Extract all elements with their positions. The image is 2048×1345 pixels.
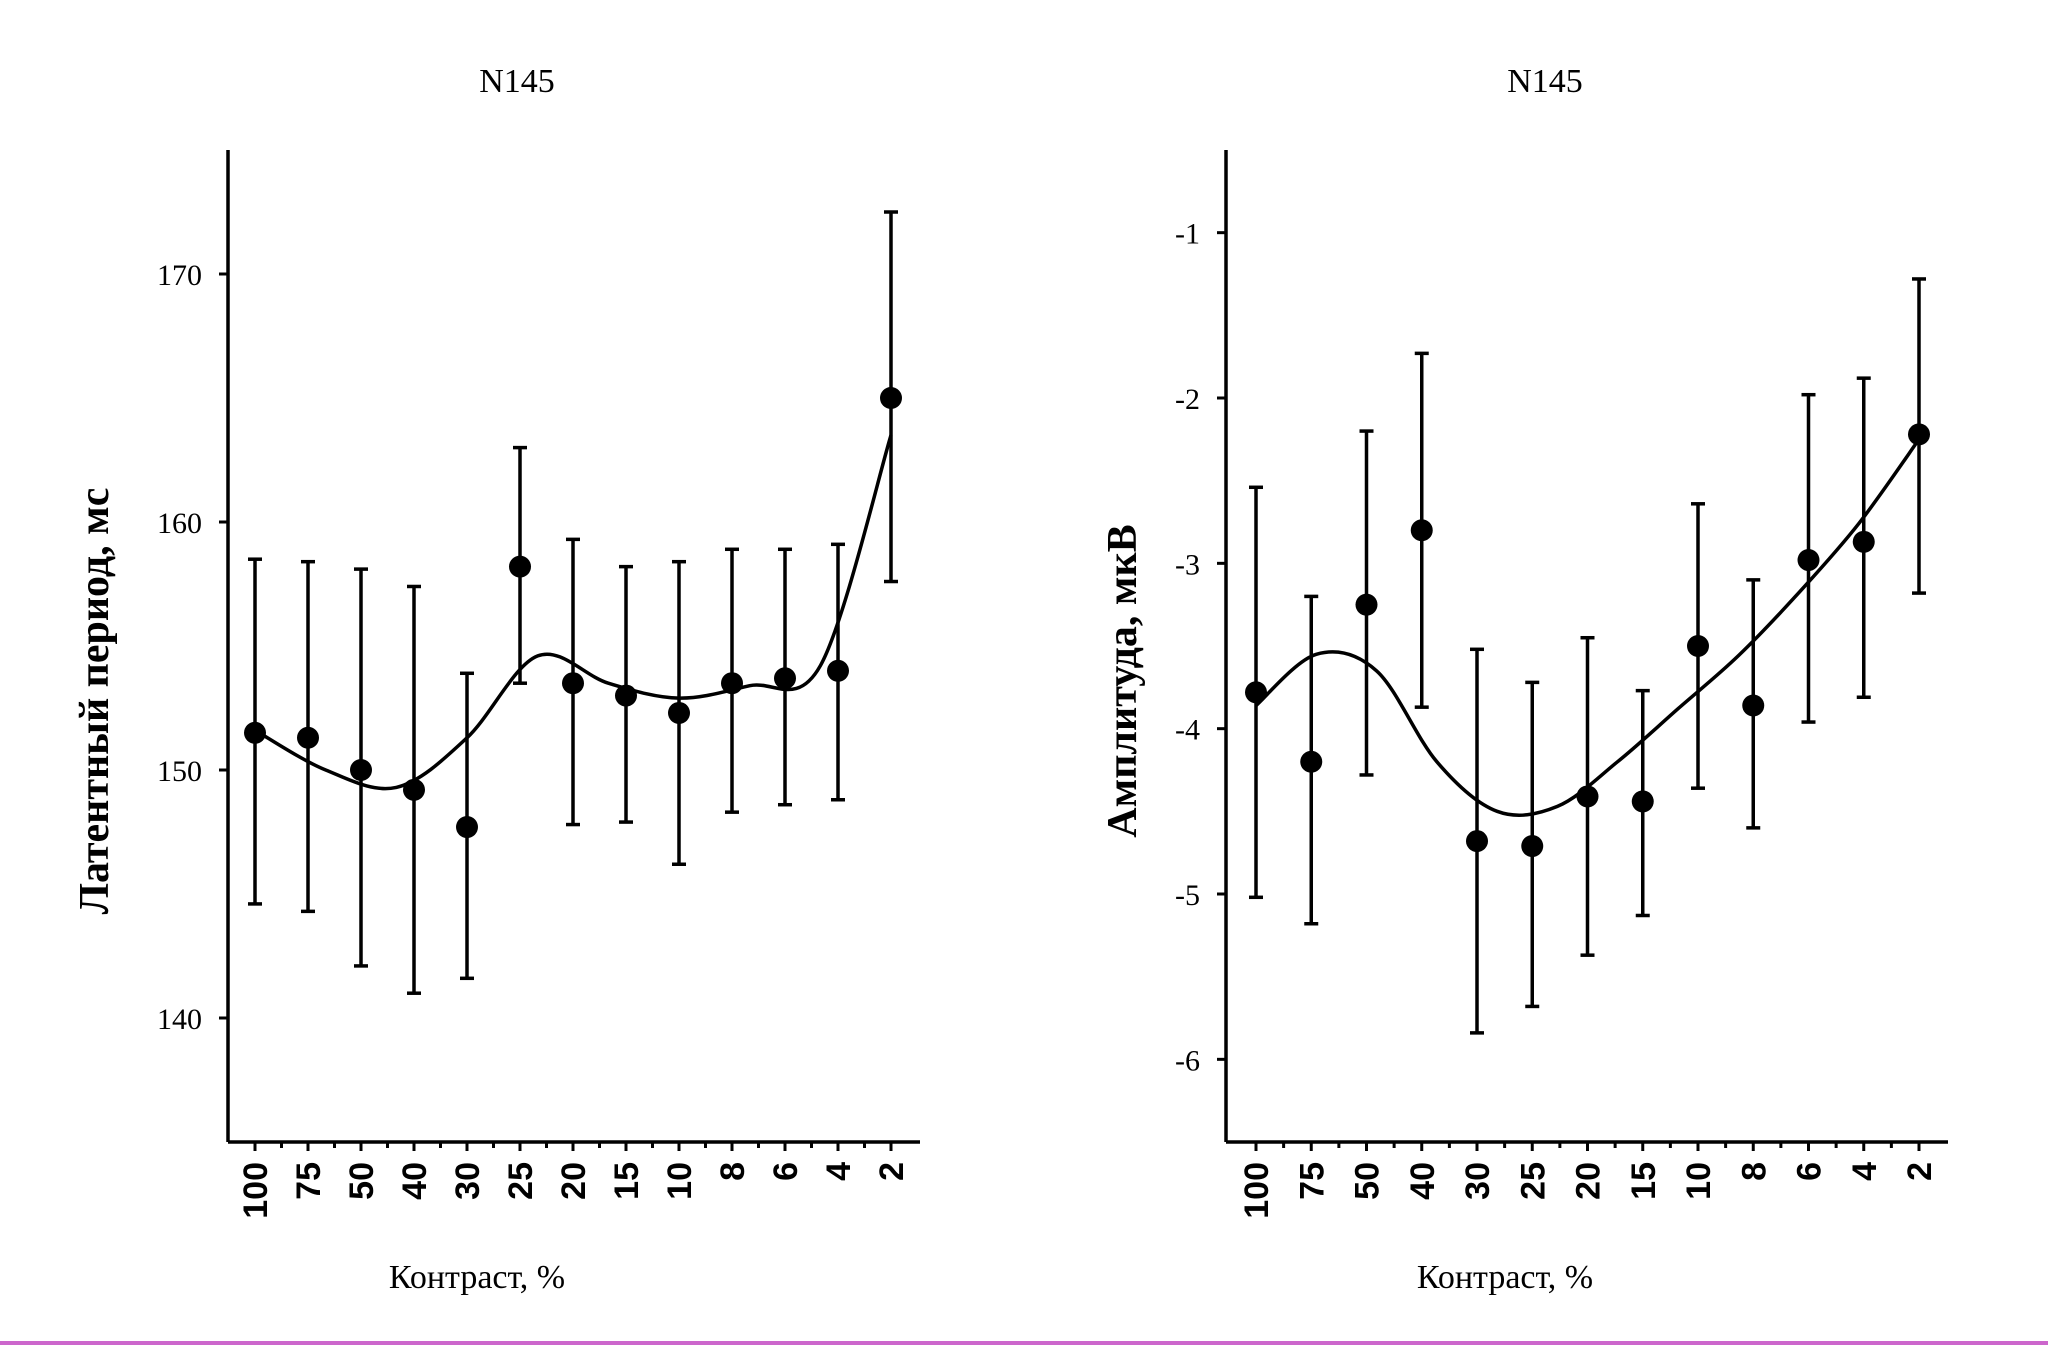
x-tick-label: 50 <box>1349 1162 1387 1200</box>
x-tick-label: 40 <box>1404 1162 1442 1200</box>
data-point <box>880 387 902 409</box>
x-axis-label: Контраст, % <box>1417 1259 1593 1296</box>
x-tick-label: 6 <box>1791 1162 1829 1181</box>
x-tick-label: 15 <box>1625 1162 1663 1200</box>
x-tick-label: 25 <box>1514 1162 1552 1200</box>
x-tick-label: 20 <box>555 1162 593 1200</box>
y-axis-label: Амплитуда, мкВ <box>1100 524 1146 837</box>
x-tick-label: 25 <box>502 1162 540 1200</box>
data-point <box>721 672 743 695</box>
data-point <box>1355 593 1378 616</box>
data-point <box>456 816 478 839</box>
data-point <box>668 701 690 724</box>
x-tick-label: 75 <box>290 1162 328 1200</box>
chart-title: N145 <box>479 63 555 100</box>
data-point <box>827 659 849 682</box>
data-point <box>509 555 531 578</box>
data-point <box>1742 694 1765 717</box>
data-point <box>615 684 637 707</box>
x-tick-label: 4 <box>1846 1162 1884 1181</box>
x-tick-label: 10 <box>1680 1162 1718 1200</box>
x-tick-label: 100 <box>237 1162 275 1219</box>
y-tick-label: 170 <box>157 259 202 292</box>
x-axis-label: Контраст, % <box>389 1259 565 1296</box>
x-tick-label: 30 <box>1459 1162 1497 1200</box>
y-tick-label: -4 <box>1175 714 1200 747</box>
x-tick-label: 100 <box>1238 1162 1276 1219</box>
data-point <box>1687 635 1709 657</box>
data-point <box>403 778 425 801</box>
data-point <box>1908 423 1930 446</box>
data-point <box>350 759 372 781</box>
fit-curve <box>254 434 893 791</box>
data-point <box>1631 790 1654 813</box>
x-tick-label: 6 <box>767 1162 805 1181</box>
y-tick-label: 140 <box>157 1003 202 1036</box>
chart-panel-latency: N145 Контраст, % Латентный период, мс 14… <box>72 63 920 1296</box>
data-point <box>1300 750 1323 773</box>
x-tick-label: 2 <box>873 1162 911 1181</box>
data-point <box>1245 681 1267 704</box>
data-point <box>1521 835 1544 858</box>
y-axis-label: Латентный период, мс <box>72 488 118 915</box>
x-tick-label: 4 <box>820 1162 858 1181</box>
data-point <box>1576 785 1599 808</box>
data-point <box>562 672 584 695</box>
y-tick-label: 160 <box>157 507 202 540</box>
x-tick-label: 75 <box>1293 1162 1331 1200</box>
data-point <box>1797 549 1820 572</box>
data-point <box>297 726 319 749</box>
data-point <box>1852 530 1875 553</box>
x-tick-label: 15 <box>608 1162 646 1200</box>
x-tick-label: 40 <box>396 1162 434 1200</box>
y-tick-label: -6 <box>1175 1044 1200 1077</box>
data-point <box>1466 830 1488 853</box>
x-tick-label: 20 <box>1570 1162 1608 1200</box>
x-tick-label: 2 <box>1901 1162 1939 1181</box>
bottom-border <box>0 1341 2048 1345</box>
y-tick-label: -2 <box>1175 383 1200 416</box>
x-tick-label: 50 <box>343 1162 381 1200</box>
y-tick-label: -3 <box>1175 548 1200 581</box>
y-tick-label: -5 <box>1175 879 1200 912</box>
data-point <box>244 721 266 744</box>
chart-title: N145 <box>1507 63 1583 100</box>
x-tick-label: 8 <box>714 1162 752 1181</box>
x-tick-label: 8 <box>1735 1162 1773 1181</box>
x-tick-label: 30 <box>449 1162 487 1200</box>
data-point <box>774 667 796 690</box>
x-tick-label: 10 <box>661 1162 699 1200</box>
fit-curve <box>1254 438 1921 817</box>
y-tick-label: 150 <box>157 755 202 788</box>
chart-panel-amplitude: N145 Контраст, % Амплитуда, мкВ -6 -5 -4 -3… <box>1100 63 1948 1296</box>
y-tick-label: -1 <box>1175 218 1200 251</box>
data-point <box>1410 519 1433 542</box>
